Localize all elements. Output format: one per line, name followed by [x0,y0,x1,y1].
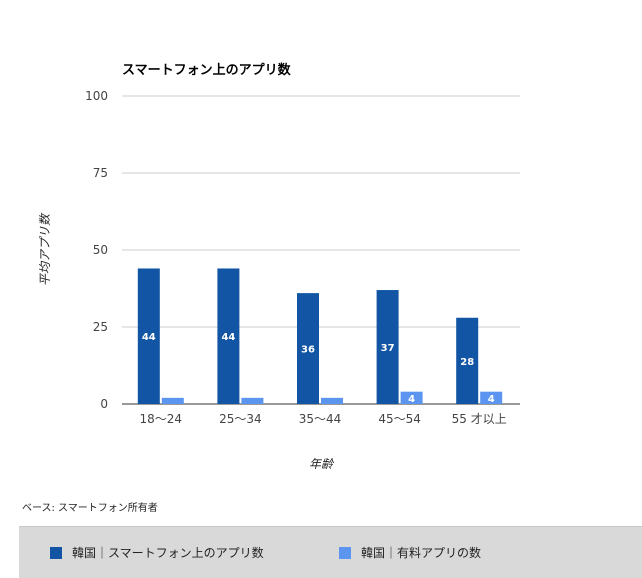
bar-value-label: 4 [408,394,415,405]
y-tick-label: 25 [93,320,108,334]
y-tick-label: 50 [93,243,108,257]
bar-value-label: 4 [488,394,495,405]
chart-title: スマートフォン上のアプリ数 [122,62,292,78]
bar-series-2 [161,397,184,404]
legend-label-series-2: 韓国｜有料アプリの数 [361,546,482,560]
x-tick-label: 45〜54 [378,412,421,426]
bar-series-1 [456,317,479,404]
y-axis-title: 平均アプリ数 [38,212,52,286]
bar-chart: スマートフォン上のアプリ数 0 25 50 75 100 44 18〜24 44 25〜34 36 3… [38,62,520,471]
bar-series-2 [241,397,264,404]
bar-series-2 [400,391,423,404]
legend-swatch-series-1 [50,546,62,559]
y-tick-label: 100 [85,89,108,103]
legend-item-series-1: 韓国｜スマートフォン上のアプリ数 [50,544,264,561]
legend-label-series-1: 韓国｜スマートフォン上のアプリ数 [72,546,264,560]
bar-value-label: 44 [142,332,156,343]
bar-value-label: 36 [301,345,315,356]
bar-series-1 [297,293,319,404]
bar-series-2 [480,391,503,404]
bar-series-1 [137,268,160,404]
bar-series-1 [376,290,399,404]
bar-series-1 [217,268,240,404]
bar-value-label: 37 [381,343,395,354]
x-axis-title: 年齢 [309,457,335,471]
bar-value-label: 28 [460,357,474,368]
y-tick-label: 75 [93,166,108,180]
legend-item-series-2: 韓国｜有料アプリの数 [339,544,481,561]
base-note: ベース: スマートフォン所有者 [22,503,158,514]
bar-series-2 [321,397,343,404]
legend: 韓国｜スマートフォン上のアプリ数 韓国｜有料アプリの数 [19,526,642,578]
bar-value-label: 44 [221,332,235,343]
legend-swatch-series-2 [339,546,351,559]
x-tick-label: 35〜44 [299,412,342,426]
x-tick-label: 55 才以上 [452,412,507,426]
x-tick-label: 18〜24 [140,412,183,426]
y-tick-label: 0 [100,397,108,411]
x-tick-label: 25〜34 [219,412,262,426]
chart-svg: スマートフォン上のアプリ数02550751004418〜244425〜34363… [38,62,520,471]
